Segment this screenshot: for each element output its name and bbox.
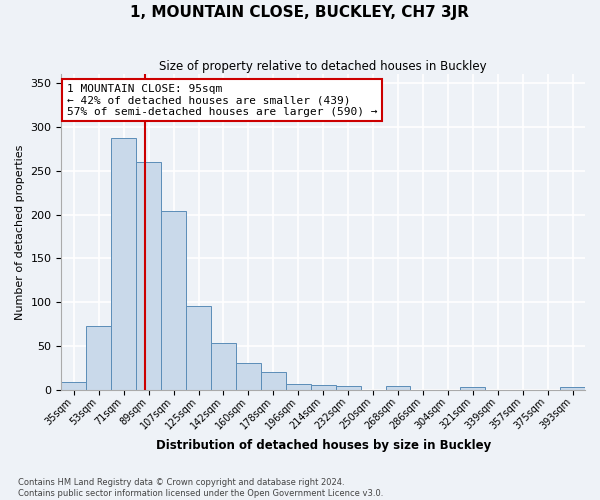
Bar: [261, 372, 286, 390]
Bar: [211, 342, 236, 390]
X-axis label: Distribution of detached houses by size in Buckley: Distribution of detached houses by size …: [155, 440, 491, 452]
Bar: [460, 388, 485, 390]
Bar: [111, 138, 136, 390]
Bar: [86, 326, 111, 390]
Text: 1 MOUNTAIN CLOSE: 95sqm
← 42% of detached houses are smaller (439)
57% of semi-d: 1 MOUNTAIN CLOSE: 95sqm ← 42% of detache…: [67, 84, 377, 117]
Bar: [186, 306, 211, 390]
Text: 1, MOUNTAIN CLOSE, BUCKLEY, CH7 3JR: 1, MOUNTAIN CLOSE, BUCKLEY, CH7 3JR: [131, 5, 470, 20]
Bar: [560, 388, 585, 390]
Bar: [236, 363, 261, 390]
Bar: [136, 162, 161, 390]
Bar: [335, 386, 361, 390]
Bar: [386, 386, 410, 390]
Text: Contains HM Land Registry data © Crown copyright and database right 2024.
Contai: Contains HM Land Registry data © Crown c…: [18, 478, 383, 498]
Bar: [286, 384, 311, 390]
Bar: [161, 211, 186, 390]
Bar: [311, 384, 335, 390]
Title: Size of property relative to detached houses in Buckley: Size of property relative to detached ho…: [160, 60, 487, 73]
Bar: [61, 382, 86, 390]
Y-axis label: Number of detached properties: Number of detached properties: [15, 144, 25, 320]
